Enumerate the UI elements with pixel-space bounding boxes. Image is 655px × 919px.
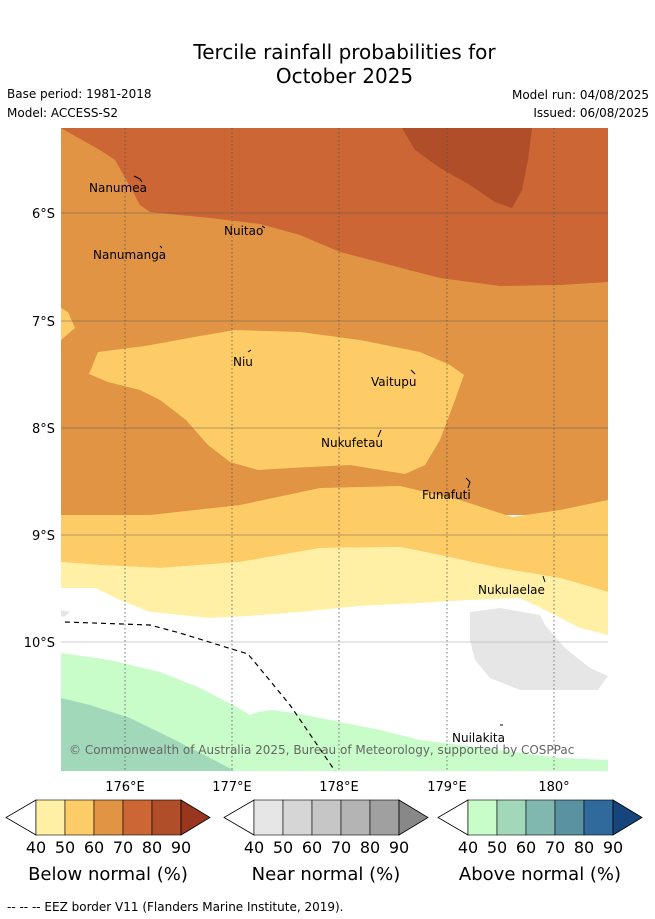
cb-above-tick: 90 — [603, 838, 623, 857]
title-line-2: October 2025 — [275, 64, 414, 88]
place-label: Nuilakita — [452, 731, 505, 745]
lat-label: 6°S — [32, 207, 55, 222]
colorbar-segment — [311, 799, 342, 836]
island-nukufetau — [377, 429, 382, 438]
base-period: Base period: 1981-2018 — [7, 87, 152, 101]
place-label: Vaitupu — [371, 375, 417, 389]
colorbar-segment — [583, 799, 614, 836]
model-run: Model run: 04/08/2025 — [511, 88, 649, 102]
cb-near-title: Near normal (%) — [252, 864, 401, 885]
colorbar-ticks: 40 50 60 70 80 90 40 50 60 70 80 90 40 5… — [26, 838, 623, 857]
colorbar-segment — [554, 799, 585, 836]
colorbar-extend-high — [612, 799, 643, 836]
colorbar-titles: Below normal (%) Near normal (%) Above n… — [28, 864, 621, 885]
region-below-50-center — [89, 330, 464, 474]
cb-above-tick: 40 — [458, 838, 478, 857]
region-above-40 — [61, 653, 608, 771]
colorbar-segment — [253, 799, 284, 836]
place-label: Funafuti — [422, 488, 471, 502]
place-label: Nanumanga — [93, 248, 166, 262]
colorbar-below-normal — [5, 799, 211, 836]
region-below-40-band — [61, 547, 608, 635]
cb-below-tick: 70 — [113, 838, 133, 857]
graticule — [61, 128, 608, 771]
region-above-50 — [61, 698, 235, 771]
island-nukulaelae — [542, 575, 546, 583]
lon-label: 180° — [538, 780, 569, 795]
island-funafuti — [465, 477, 471, 489]
cb-below-tick: 50 — [55, 838, 75, 857]
place-label: Nukulaelae — [478, 583, 545, 597]
colorbar-extend-low — [223, 799, 255, 836]
island-nanumea — [133, 175, 143, 183]
probability-regions — [61, 128, 608, 771]
cb-near-tick: 80 — [360, 838, 380, 857]
colorbar-segment — [35, 799, 66, 836]
cb-above-tick: 70 — [545, 838, 565, 857]
place-label: Nukufetau — [321, 436, 383, 450]
eez-footer: -- -- -- EEZ border V11 (Flanders Marine… — [7, 900, 344, 914]
place-labels: Nanumea Nuitao Nanumanga Niu Vaitupu Nuk… — [89, 181, 545, 745]
lon-label: 179°E — [427, 780, 467, 795]
issued-date: Issued: 06/08/2025 — [533, 106, 649, 120]
lon-label: 178°E — [319, 780, 359, 795]
place-label: Niu — [233, 355, 253, 369]
colorbar-extend-high — [398, 799, 429, 836]
cb-below-tick: 60 — [84, 838, 104, 857]
colorbar-segment — [496, 799, 527, 836]
cb-near-tick: 50 — [273, 838, 293, 857]
chart-title: Tercile rainfall probabilities for Octob… — [0, 40, 655, 88]
region-below-50-edge — [61, 308, 75, 340]
colorbar-extend-low — [437, 799, 469, 836]
cb-below-title: Below normal (%) — [28, 864, 188, 885]
lon-label: 176°E — [105, 780, 145, 795]
colorbar-segment — [122, 799, 153, 836]
colorbar-segment — [151, 799, 182, 836]
colorbar-extend-low — [5, 799, 37, 836]
lat-label: 9°S — [32, 529, 55, 544]
model-name: Model: ACCESS-S2 — [7, 106, 119, 120]
region-near-40-edge — [61, 610, 70, 617]
copyright-text: © Commonwealth of Australia 2025, Bureau… — [69, 743, 574, 757]
colorbar-near-normal — [223, 799, 429, 836]
colorbar-segment — [340, 799, 371, 836]
island-nuitao — [261, 225, 266, 229]
lat-label: 7°S — [32, 315, 55, 330]
island-nanumanga — [159, 245, 163, 249]
cb-near-tick: 70 — [331, 838, 351, 857]
cb-above-tick: 60 — [516, 838, 536, 857]
cb-below-tick: 40 — [26, 838, 46, 857]
colorbar-segment — [525, 799, 556, 836]
cb-above-tick: 80 — [574, 838, 594, 857]
region-below-80 — [402, 128, 532, 208]
cb-near-tick: 40 — [244, 838, 264, 857]
cb-above-tick: 50 — [487, 838, 507, 857]
colorbar-extend-high — [180, 799, 211, 836]
island-niu — [247, 349, 252, 353]
cb-below-tick: 80 — [142, 838, 162, 857]
lon-label: 177°E — [212, 780, 252, 795]
lat-labels: 6°S 7°S 8°S 9°S 10°S — [24, 207, 55, 651]
colorbar-segment — [369, 799, 400, 836]
colorbar-segment — [64, 799, 95, 836]
lon-labels: 176°E 177°E 178°E 179°E 180° — [105, 780, 569, 795]
place-label: Nuitao — [224, 224, 263, 238]
colorbar-segment — [282, 799, 313, 836]
colorbar-segment — [467, 799, 498, 836]
lat-label: 10°S — [24, 636, 55, 651]
island-markers — [133, 175, 546, 726]
cb-near-tick: 60 — [302, 838, 322, 857]
place-label: Nanumea — [89, 181, 147, 195]
cb-near-tick: 90 — [389, 838, 409, 857]
cb-below-tick: 90 — [171, 838, 191, 857]
lat-label: 8°S — [32, 422, 55, 437]
region-below-50-band — [61, 486, 608, 592]
colorbar-segment — [93, 799, 124, 836]
region-near-40 — [470, 608, 608, 690]
colorbar-above-normal — [437, 799, 643, 836]
island-vaitupu — [410, 369, 416, 375]
cb-above-title: Above normal (%) — [459, 864, 621, 885]
title-line-1: Tercile rainfall probabilities for — [193, 40, 496, 64]
